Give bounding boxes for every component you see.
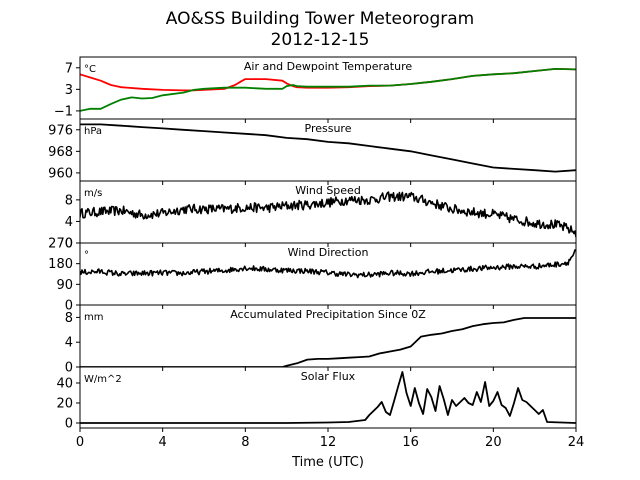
y-tick-label: 0 — [65, 361, 73, 376]
x-tick-label: 20 — [485, 435, 502, 450]
panel-title: Solar Flux — [301, 370, 356, 383]
x-axis-label: Time (UTC) — [291, 455, 364, 470]
panel-2: 960 968 976 Pressure hPa — [48, 118, 577, 185]
y-tick-label: 3 — [65, 83, 73, 98]
series-line-1 — [80, 249, 576, 279]
panel-3: 0 4 8 Wind Speed m/s — [65, 180, 577, 252]
x-tick-label: 4 — [159, 435, 167, 450]
panel-title: Pressure — [305, 122, 352, 135]
y-tick-label: 270 — [48, 237, 73, 252]
x-tick-label: 16 — [402, 435, 419, 450]
panels: −1 3 7 Air and Dewpoint Temperature °C 960 968… — [48, 56, 585, 450]
y-tick-label: 4 — [65, 336, 73, 351]
y-tick-label: 40 — [56, 377, 73, 392]
panel-unit-label: hPa — [84, 126, 102, 137]
x-tick-label: 12 — [320, 435, 337, 450]
panel-unit-label: mm — [84, 312, 103, 323]
y-tick-label: 4 — [65, 215, 73, 230]
panel-title: Air and Dewpoint Temperature — [244, 60, 412, 73]
y-tick-label: 8 — [65, 311, 73, 326]
figure-subtitle: 2012-12-15 — [271, 30, 370, 50]
y-tick-label: 20 — [56, 397, 73, 412]
y-tick-label: 90 — [56, 278, 73, 293]
y-tick-label: 8 — [65, 193, 73, 208]
panel-1: −1 3 7 Air and Dewpoint Temperature °C — [54, 56, 577, 123]
panel-6: 0 20 40 Solar Flux W/m^2 — [56, 366, 577, 432]
x-tick-label: 24 — [568, 435, 585, 450]
y-tick-label: 7 — [65, 61, 73, 76]
y-tick-label: 960 — [48, 166, 73, 181]
figure-title: AO&SS Building Tower Meteorogram — [166, 9, 474, 29]
y-tick-label: 976 — [48, 123, 73, 138]
series-line-1 — [80, 123, 576, 173]
y-tick-label: 968 — [48, 145, 73, 160]
y-tick-label: 0 — [65, 417, 73, 432]
x-tick-label: 0 — [76, 435, 84, 450]
y-tick-label: −1 — [54, 104, 73, 119]
panel-title: Wind Direction — [288, 246, 369, 259]
panel-unit-label: °C — [84, 64, 96, 75]
panel-5: 0 4 8 Accumulated Precipitation Since 0Z mm — [65, 304, 577, 376]
panel-unit-label: W/m^2 — [84, 374, 122, 385]
series-line-1 — [80, 371, 576, 424]
panel-unit-label: ° — [84, 250, 89, 261]
x-tick-label: 8 — [241, 435, 249, 450]
panel-title: Accumulated Precipitation Since 0Z — [230, 308, 426, 321]
series-line-2 — [80, 68, 576, 112]
y-tick-label: 0 — [65, 299, 73, 314]
series-line-1 — [80, 191, 576, 238]
y-tick-label: 180 — [48, 257, 73, 272]
panel-4: 0 90 180 270 Wind Direction ° — [48, 237, 577, 314]
panel-title: Wind Speed — [295, 184, 361, 197]
series-line-1 — [80, 317, 576, 367]
panel-unit-label: m/s — [84, 188, 102, 199]
y-tick-label: 0 — [65, 237, 73, 252]
